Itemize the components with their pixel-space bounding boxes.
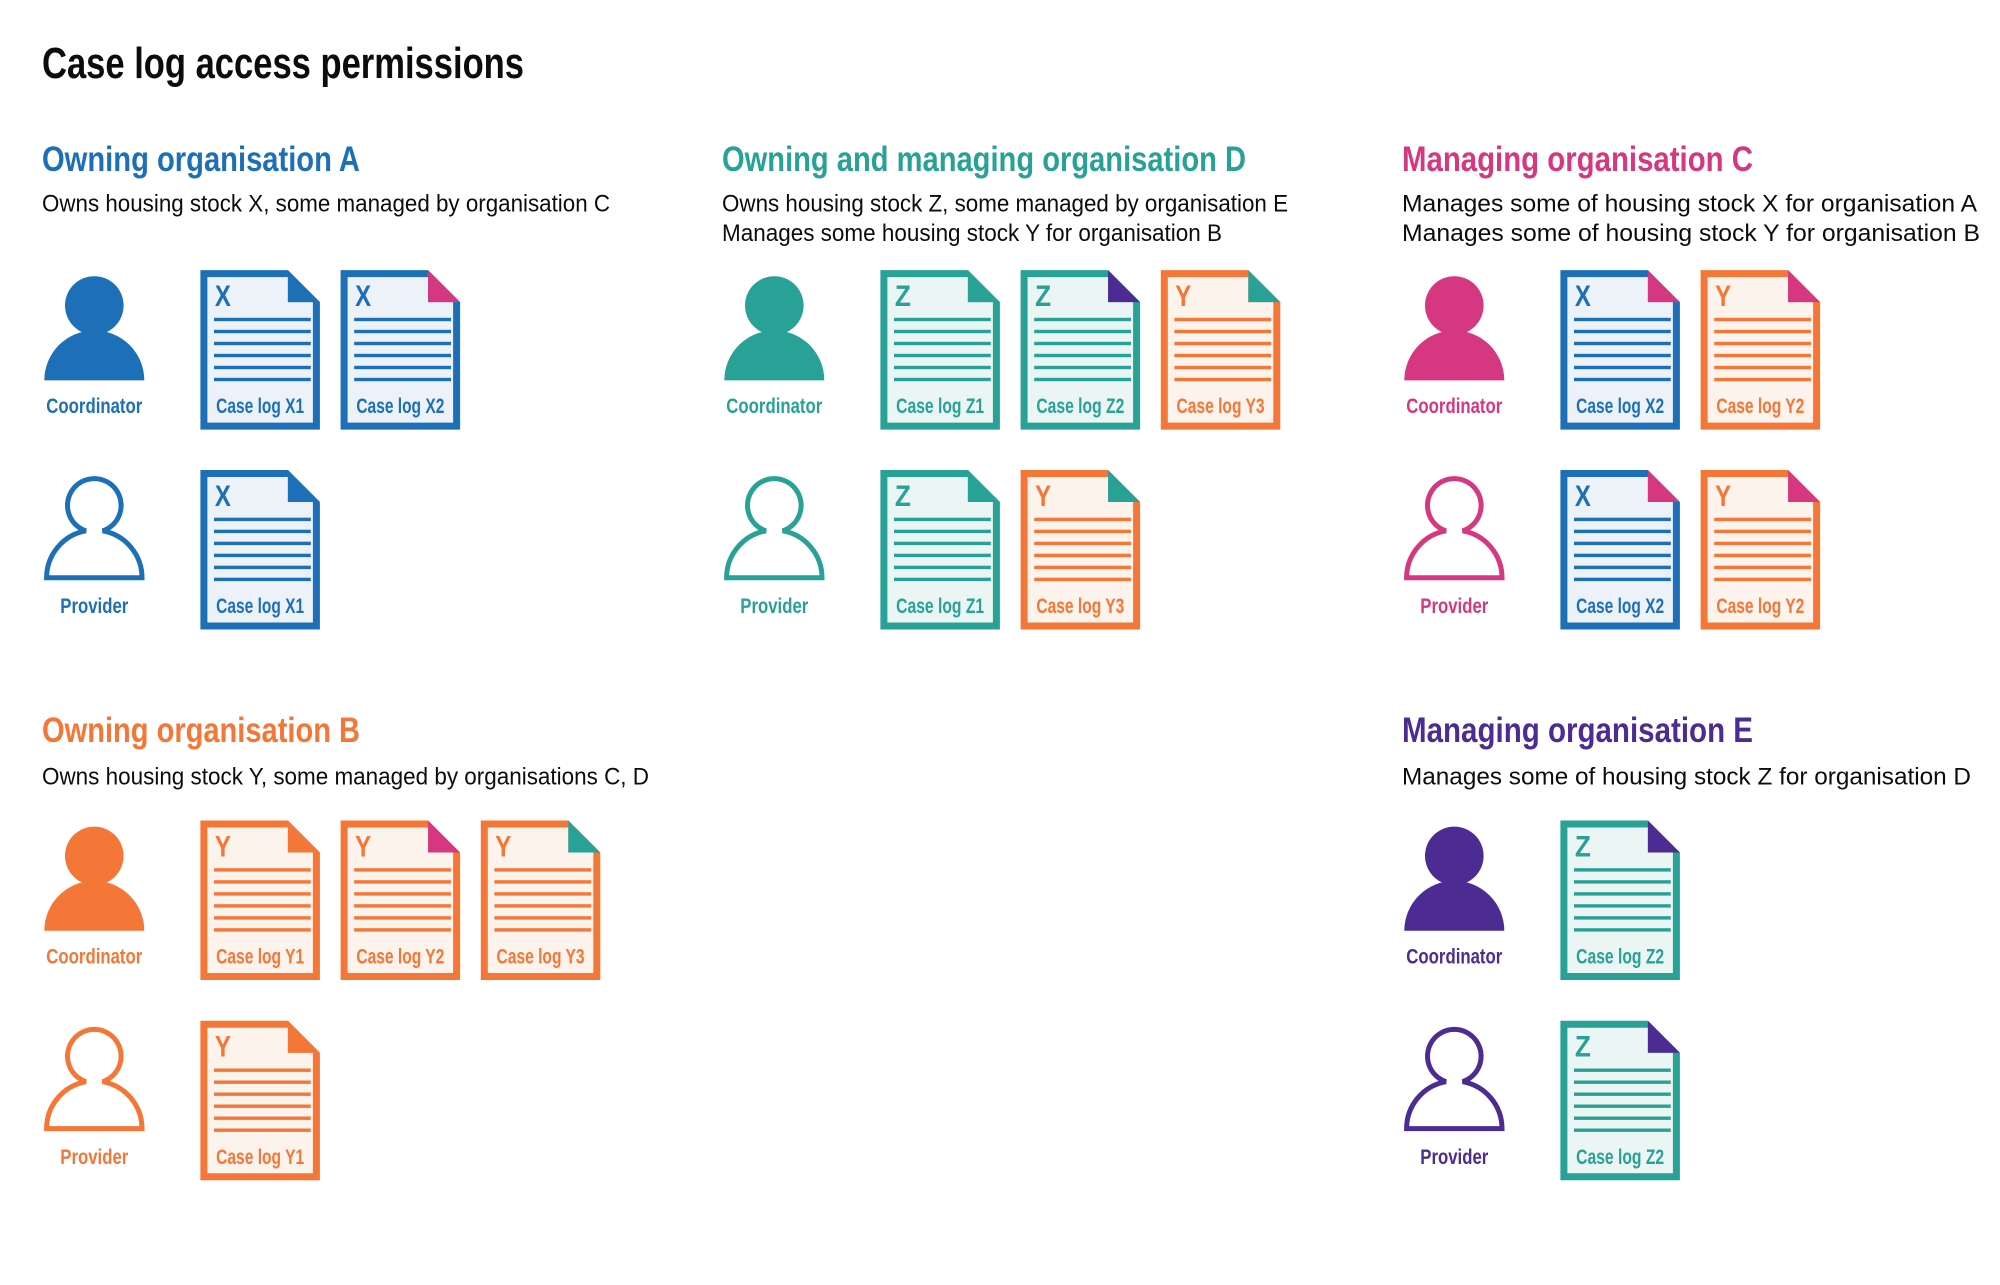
svg-text:Manages some of housing stock: Manages some of housing stock Y for orga… bbox=[1402, 220, 1980, 247]
svg-text:Y: Y bbox=[355, 830, 371, 863]
svg-text:Provider: Provider bbox=[740, 595, 808, 618]
svg-text:Case log Y1: Case log Y1 bbox=[216, 1146, 304, 1169]
svg-text:Y: Y bbox=[1715, 480, 1731, 513]
svg-text:Case log access permissions: Case log access permissions bbox=[42, 40, 524, 88]
svg-text:X: X bbox=[1575, 480, 1591, 513]
svg-text:Provider: Provider bbox=[60, 595, 128, 618]
svg-text:Coordinator: Coordinator bbox=[1406, 395, 1502, 418]
svg-text:Case log Y3: Case log Y3 bbox=[1177, 395, 1265, 418]
svg-text:Managing organisation E: Managing organisation E bbox=[1402, 710, 1753, 750]
svg-text:Case log X1: Case log X1 bbox=[216, 595, 304, 618]
svg-text:Coordinator: Coordinator bbox=[46, 946, 142, 969]
svg-text:Owns housing stock X, some man: Owns housing stock X, some managed by or… bbox=[42, 191, 610, 218]
svg-text:Owns housing stock Y, some man: Owns housing stock Y, some managed by or… bbox=[42, 764, 649, 791]
svg-text:Y: Y bbox=[215, 1031, 231, 1064]
svg-text:Case log Z2: Case log Z2 bbox=[1576, 1146, 1664, 1169]
svg-text:Coordinator: Coordinator bbox=[46, 395, 142, 418]
svg-text:X: X bbox=[355, 280, 371, 313]
svg-text:Case log Y3: Case log Y3 bbox=[1036, 595, 1124, 618]
svg-text:Z: Z bbox=[895, 280, 911, 313]
svg-text:Case log Y2: Case log Y2 bbox=[1716, 395, 1804, 418]
svg-text:Z: Z bbox=[1575, 1031, 1591, 1064]
svg-text:Owning and managing organisati: Owning and managing organisation D bbox=[722, 139, 1246, 179]
svg-text:Case log Z2: Case log Z2 bbox=[1036, 395, 1124, 418]
svg-text:X: X bbox=[215, 280, 231, 313]
svg-text:Coordinator: Coordinator bbox=[1406, 946, 1502, 969]
svg-text:Case log Z1: Case log Z1 bbox=[896, 395, 984, 418]
svg-text:Z: Z bbox=[895, 480, 911, 513]
svg-text:Y: Y bbox=[495, 830, 511, 863]
svg-text:Y: Y bbox=[1715, 280, 1731, 313]
svg-text:Manages some of housing stock: Manages some of housing stock Z for orga… bbox=[1402, 764, 1971, 791]
svg-text:Y: Y bbox=[1175, 280, 1191, 313]
svg-text:Y: Y bbox=[215, 830, 231, 863]
svg-text:Manages some of housing stock: Manages some of housing stock X for orga… bbox=[1402, 191, 1977, 218]
svg-text:Z: Z bbox=[1575, 830, 1591, 863]
svg-text:Manages some housing stock Y f: Manages some housing stock Y for organis… bbox=[722, 220, 1222, 247]
svg-text:Owns housing stock Z, some man: Owns housing stock Z, some managed by or… bbox=[722, 191, 1288, 218]
svg-text:Provider: Provider bbox=[1420, 1146, 1488, 1169]
svg-text:Case log Y2: Case log Y2 bbox=[356, 946, 444, 969]
svg-text:Case log X2: Case log X2 bbox=[1576, 395, 1664, 418]
svg-text:Managing organisation C: Managing organisation C bbox=[1402, 139, 1753, 179]
svg-text:Case log X2: Case log X2 bbox=[356, 395, 444, 418]
svg-text:Provider: Provider bbox=[60, 1146, 128, 1169]
svg-text:Case log X2: Case log X2 bbox=[1576, 595, 1664, 618]
svg-text:Case log X1: Case log X1 bbox=[216, 395, 304, 418]
svg-text:Case log Y1: Case log Y1 bbox=[216, 946, 304, 969]
svg-text:Provider: Provider bbox=[1420, 595, 1488, 618]
svg-text:Coordinator: Coordinator bbox=[726, 395, 822, 418]
svg-text:Case log Z2: Case log Z2 bbox=[1576, 946, 1664, 969]
svg-text:Owning organisation A: Owning organisation A bbox=[42, 139, 360, 179]
svg-text:Case log Y2: Case log Y2 bbox=[1716, 595, 1804, 618]
svg-text:Z: Z bbox=[1035, 280, 1051, 313]
svg-text:Case log Y3: Case log Y3 bbox=[497, 946, 585, 969]
svg-text:X: X bbox=[215, 480, 231, 513]
svg-text:X: X bbox=[1575, 280, 1591, 313]
svg-text:Owning organisation B: Owning organisation B bbox=[42, 710, 360, 750]
svg-text:Case log Z1: Case log Z1 bbox=[896, 595, 984, 618]
svg-text:Y: Y bbox=[1035, 480, 1051, 513]
